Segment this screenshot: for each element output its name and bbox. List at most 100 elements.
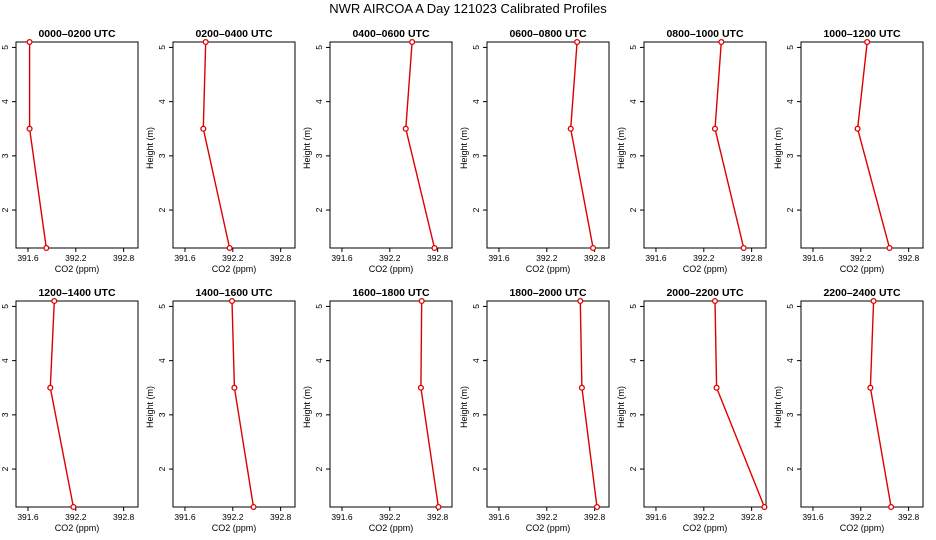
x-tick-label: 391.6 <box>645 253 667 263</box>
plot-frame <box>329 41 453 249</box>
profile-panel: 2000–2200 UTC 391.6 392.2 392.8 CO2 (ppm) 2 3 4… <box>616 287 768 533</box>
data-point <box>402 125 409 132</box>
x-tick-label: 392.2 <box>850 512 872 522</box>
y-tick-label: 3 <box>314 153 324 158</box>
y-tick-label: 3 <box>0 412 10 417</box>
y-tick-label: 4 <box>157 99 167 104</box>
x-tick-label: 392.2 <box>693 512 715 522</box>
y-tick-label: 4 <box>314 99 324 104</box>
profile-line <box>856 41 891 249</box>
x-axis-label: CO2 (ppm) <box>55 264 100 274</box>
x-tick-label: 392.8 <box>584 253 606 263</box>
y-tick-label: 3 <box>785 153 795 158</box>
x-axis-label: CO2 (ppm) <box>840 523 885 533</box>
x-tick-label: 392.8 <box>584 512 606 522</box>
plot-frame <box>172 41 296 249</box>
x-tick-label: 392.8 <box>270 512 292 522</box>
data-point <box>51 297 58 305</box>
x-axis-label: CO2 (ppm) <box>369 523 414 533</box>
x-tick-label: 391.6 <box>331 253 353 263</box>
x-tick-label: 392.2 <box>65 512 87 522</box>
profile-line <box>714 41 745 249</box>
data-point <box>711 297 719 305</box>
x-tick-label: 392.2 <box>693 253 715 263</box>
y-axis-label: Height (m) <box>302 127 312 169</box>
x-tick-label: 391.6 <box>802 253 824 263</box>
data-point <box>228 297 236 305</box>
plot-frame <box>643 41 767 249</box>
profile-panel: 1000–1200 UTC 391.6 392.2 392.8 CO2 (ppm) 2 3 4… <box>773 28 924 274</box>
data-point <box>867 384 874 391</box>
x-axis-label: CO2 (ppm) <box>526 264 571 274</box>
y-axis-label: Height (m) <box>459 127 469 169</box>
x-tick-label: 392.2 <box>379 253 401 263</box>
x-tick-label: 391.6 <box>488 253 510 263</box>
y-axis-label: Height (m) <box>616 127 626 169</box>
x-axis-label: CO2 (ppm) <box>369 264 414 274</box>
y-tick-label: 3 <box>157 412 167 417</box>
profile-panel: 1200–1400 UTC 391.6 392.2 392.8 CO2 (ppm) 2 3 4… <box>0 287 139 533</box>
x-tick-label: 391.6 <box>645 512 667 522</box>
x-axis-label: CO2 (ppm) <box>212 264 257 274</box>
x-tick-label: 392.8 <box>741 512 763 522</box>
profile-panel: 0000–0200 UTC 391.6 392.2 392.8 CO2 (ppm) 2 3 4… <box>0 28 139 274</box>
plot-frame <box>15 41 139 249</box>
plot-frame <box>486 300 610 508</box>
x-axis-label: CO2 (ppm) <box>683 523 728 533</box>
data-point <box>590 244 597 252</box>
plot-frame <box>643 300 767 508</box>
y-tick-label: 3 <box>628 153 638 158</box>
y-tick-label: 5 <box>628 304 638 309</box>
profile-line <box>569 41 594 249</box>
data-point <box>718 38 725 46</box>
panel-title: 1000–1200 UTC <box>823 28 900 40</box>
data-point <box>431 244 438 252</box>
y-tick-label: 4 <box>785 358 795 363</box>
y-tick-label: 5 <box>157 304 167 309</box>
x-axis-label: CO2 (ppm) <box>840 264 885 274</box>
data-point <box>574 38 581 46</box>
y-tick-label: 2 <box>628 207 638 212</box>
x-tick-label: 392.2 <box>222 253 244 263</box>
y-tick-label: 4 <box>471 99 481 104</box>
panel-title: 1200–1400 UTC <box>38 287 115 299</box>
profile-panel: 1400–1600 UTC 391.6 392.2 392.8 CO2 (ppm) 2 3 4… <box>145 287 296 533</box>
y-tick-label: 5 <box>471 304 481 309</box>
y-tick-label: 5 <box>0 304 10 309</box>
y-tick-label: 4 <box>471 358 481 363</box>
panel-title: 1800–2000 UTC <box>509 287 586 299</box>
y-tick-label: 2 <box>0 466 10 471</box>
plot-frame <box>800 41 924 249</box>
panel-title: 2200–2400 UTC <box>823 287 900 299</box>
data-point <box>43 244 50 252</box>
panel-title: 2000–2200 UTC <box>666 287 743 299</box>
profile-panel: 0600–0800 UTC 391.6 392.2 392.8 CO2 (ppm) 2 3 4… <box>459 28 610 274</box>
y-tick-label: 3 <box>471 153 481 158</box>
data-point <box>409 38 416 46</box>
y-tick-label: 5 <box>471 45 481 50</box>
x-tick-label: 391.6 <box>17 253 39 263</box>
profile-line <box>714 300 766 508</box>
y-axis-label: Height (m) <box>145 386 155 428</box>
y-axis-label: Height (m) <box>145 127 155 169</box>
panel-title: 0800–1000 UTC <box>666 28 743 40</box>
x-tick-label: 392.2 <box>850 253 872 263</box>
profile-line <box>28 42 47 249</box>
data-point <box>200 125 207 132</box>
y-tick-label: 3 <box>314 412 324 417</box>
x-axis-label: CO2 (ppm) <box>526 523 571 533</box>
y-tick-label: 5 <box>314 45 324 50</box>
profile-line <box>202 41 231 249</box>
data-point <box>226 244 233 252</box>
plot-frame <box>486 41 610 249</box>
x-tick-label: 391.6 <box>174 512 196 522</box>
data-point <box>26 38 33 46</box>
chart-main-title: NWR AIRCOA A Day 121023 Calibrated Profi… <box>329 1 607 16</box>
y-tick-label: 5 <box>785 45 795 50</box>
data-point <box>888 503 895 511</box>
x-tick-label: 392.8 <box>113 512 135 522</box>
data-point <box>567 125 574 132</box>
plot-frame <box>15 300 139 508</box>
profile-line <box>49 300 75 508</box>
y-tick-label: 2 <box>314 207 324 212</box>
